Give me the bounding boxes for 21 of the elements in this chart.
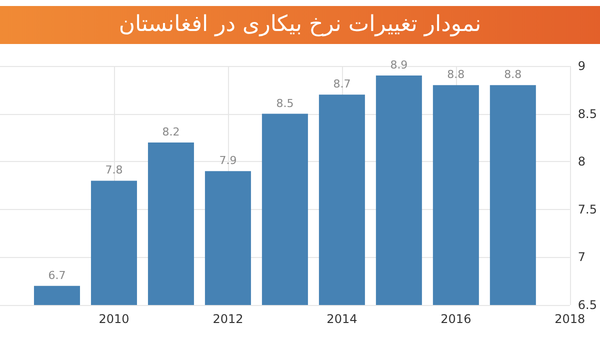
data-label: 8.8 xyxy=(504,68,522,82)
y-tick-label: 7 xyxy=(578,250,586,264)
x-tick-label: 2010 xyxy=(98,312,130,326)
y-tick-label: 9 xyxy=(578,59,586,73)
x-tick-label: 2018 xyxy=(554,312,586,326)
data-label: 6.7 xyxy=(48,268,66,282)
y-tick-label: 8 xyxy=(578,154,586,169)
y-tick-label: 6.5 xyxy=(578,298,598,312)
x-tick-label: 2012 xyxy=(212,312,244,326)
x-tick-label: 2014 xyxy=(326,312,358,326)
y-tick-label: 7.5 xyxy=(578,202,598,216)
y-tick-label: 8.5 xyxy=(578,106,598,121)
data-label: 7.8 xyxy=(105,164,123,177)
data-label: 8.5 xyxy=(276,96,294,110)
data-label: 8.7 xyxy=(333,78,351,91)
data-label: 8.2 xyxy=(162,125,180,138)
data-label: 7.9 xyxy=(219,154,237,168)
data-label: 8.8 xyxy=(447,68,465,82)
chart-title: نمودار تغییرات نرخ بیکاری در افغانستان xyxy=(0,6,600,44)
data-label: 8.9 xyxy=(390,58,408,72)
x-tick-label: 2016 xyxy=(440,312,472,326)
